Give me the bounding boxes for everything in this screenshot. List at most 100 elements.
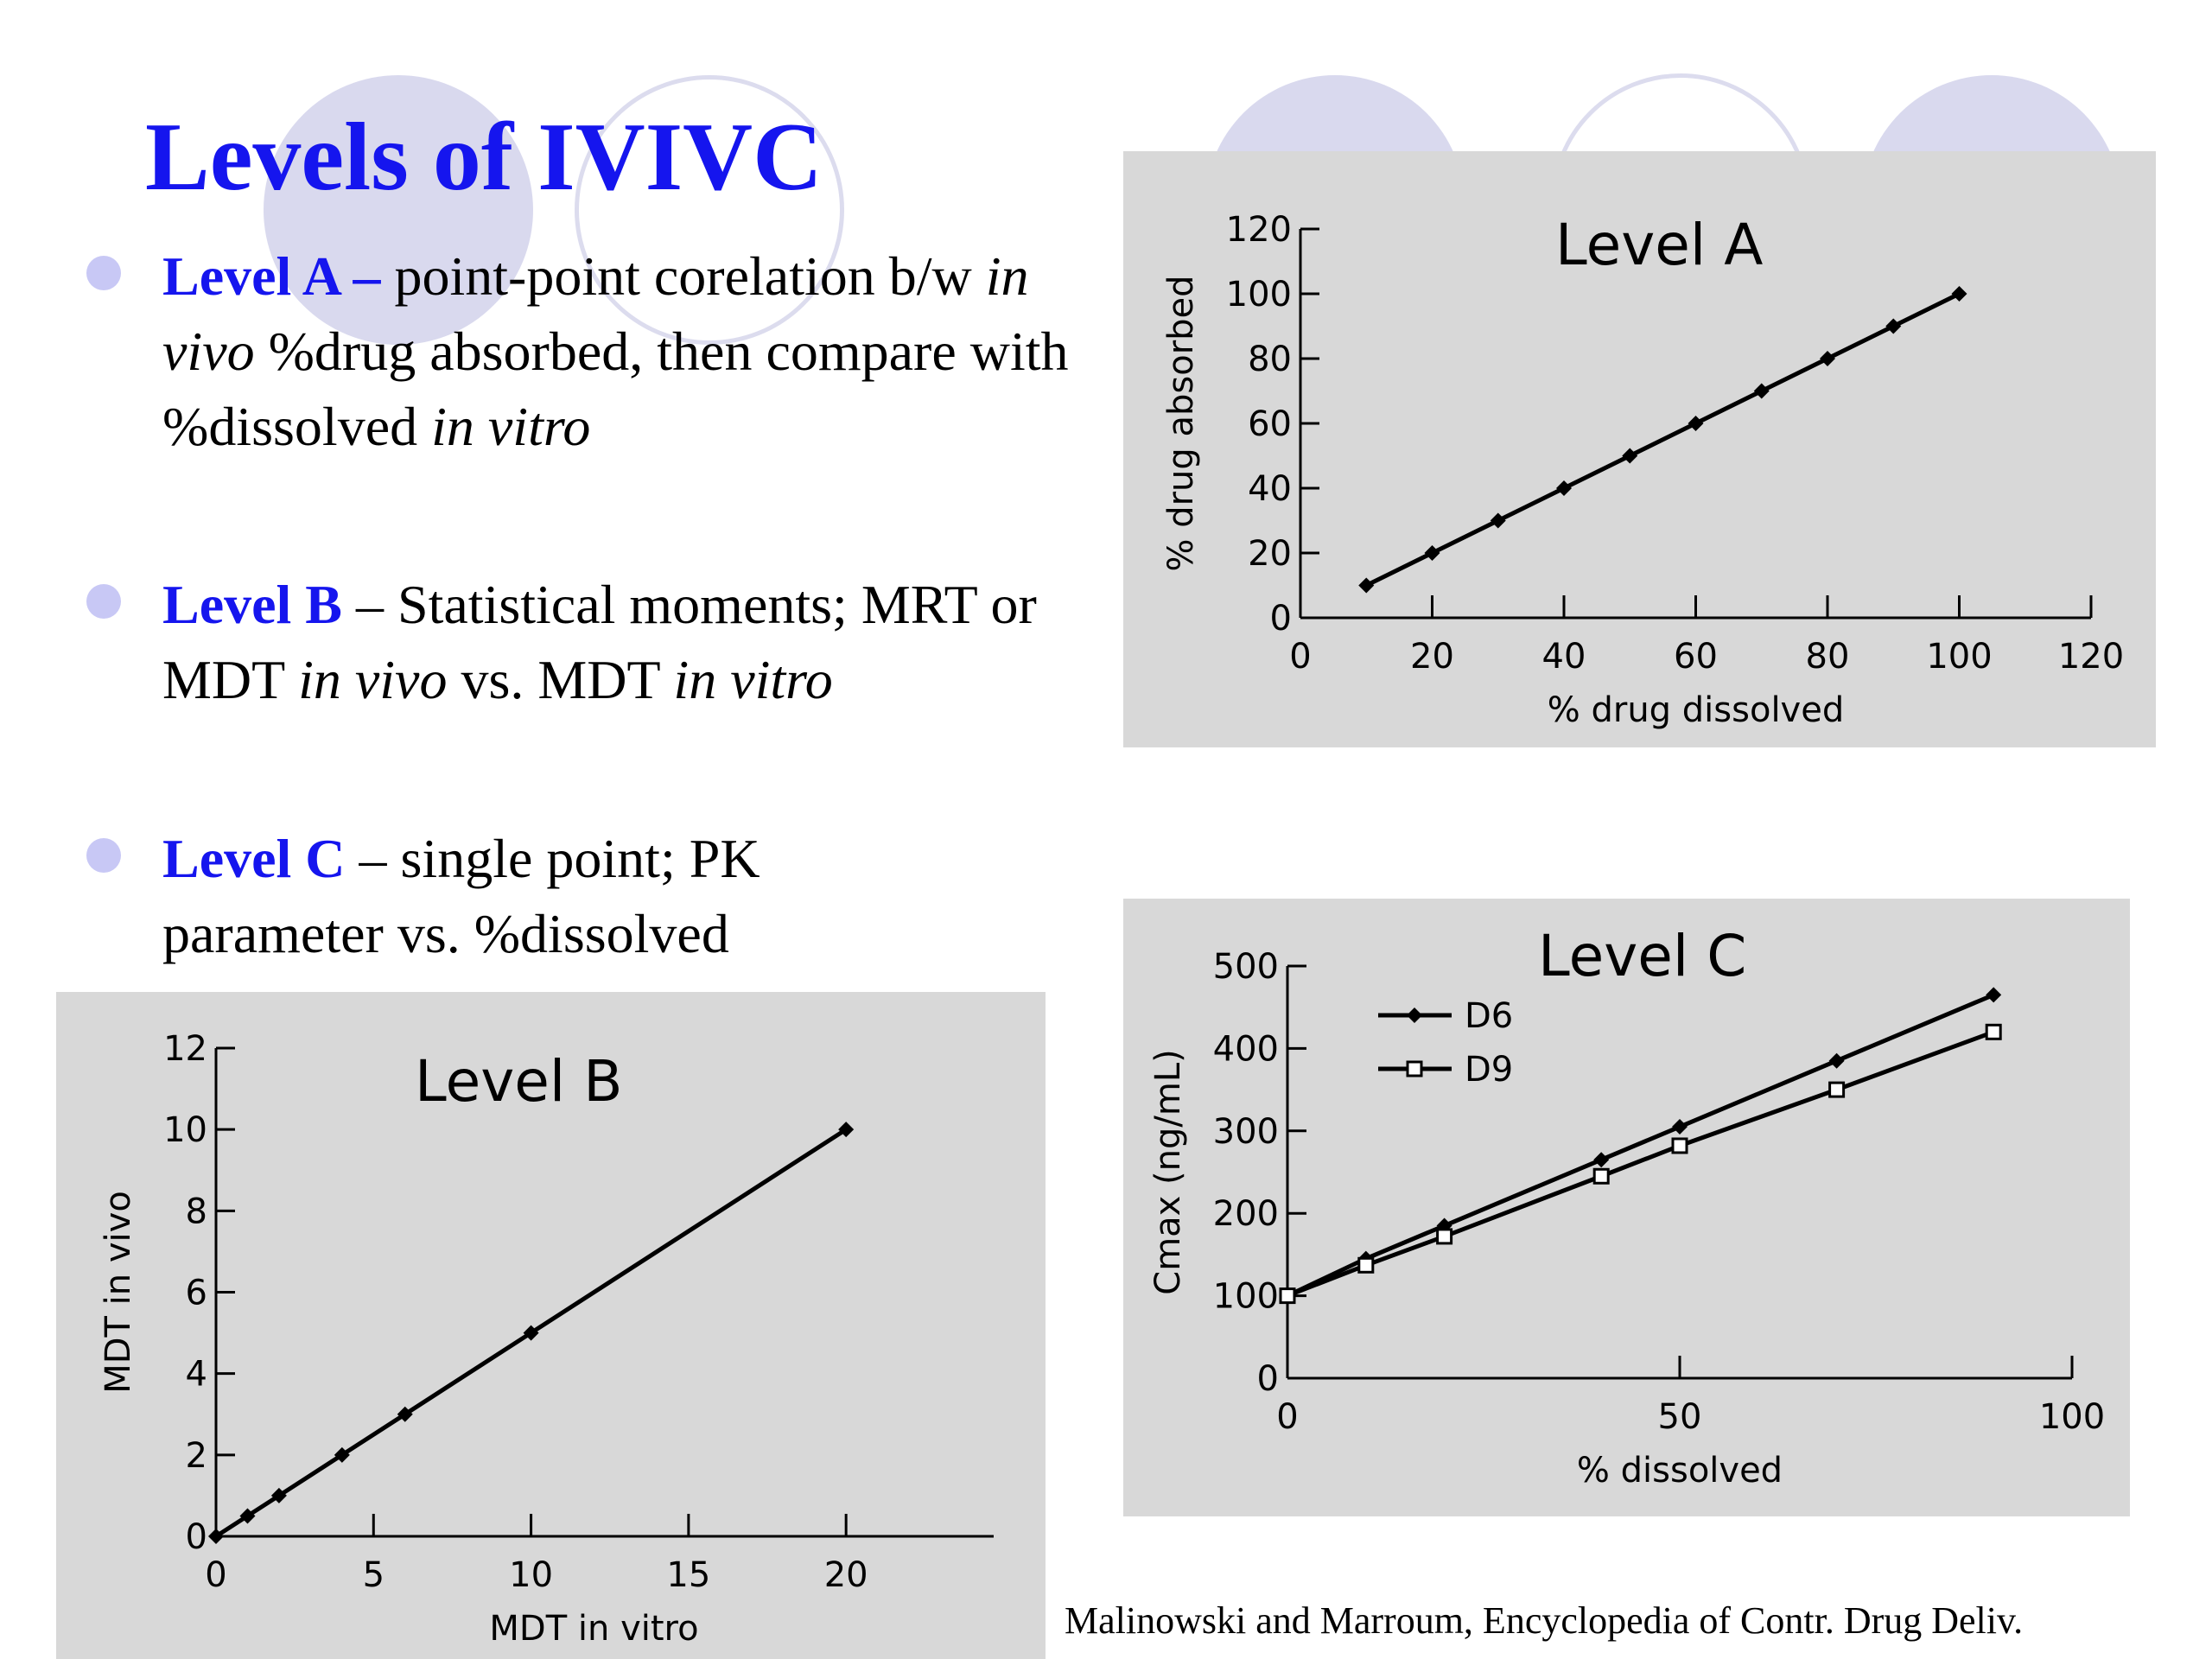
legend-label: D9	[1465, 1050, 1513, 1090]
slide-title: Levels of IVIVC	[145, 104, 823, 211]
y-tick-label: 500	[1213, 947, 1279, 987]
series-line	[1286, 993, 1995, 1298]
y-tick-label: 4	[186, 1355, 207, 1395]
data-point	[1671, 1137, 1688, 1154]
data-point	[1622, 448, 1638, 464]
y-tick-label: 300	[1213, 1112, 1279, 1152]
chart-panel-level-b: 0 2 4 6 8 10 12 0 5 10 15 20 MDT in vitro MDT in vivo…	[56, 992, 1046, 1659]
x-tick-label: 0	[1276, 1397, 1298, 1437]
data-point	[523, 1325, 539, 1341]
chart-title-level-b: Level B	[415, 1048, 623, 1115]
data-point	[1820, 351, 1835, 366]
data-point	[1490, 512, 1506, 529]
x-tick-label: 40	[1542, 637, 1586, 677]
data-point	[1279, 1287, 1296, 1305]
x-axis-label: % dissolved	[1577, 1451, 1783, 1491]
chart-panel-level-c: 0 100 200 300 400 500 0 50 100 % dissolved Cmax (n…	[1123, 899, 2130, 1516]
y-tick-label: 0	[1257, 1359, 1279, 1399]
y-tick-label: 12	[163, 1029, 207, 1069]
decor-ring-1	[575, 75, 844, 345]
x-tick-label: 60	[1674, 637, 1718, 677]
bullet-label-a: Level A –	[162, 245, 381, 307]
chart-level-b: 0 2 4 6 8 10 12 0 5 10 15 20 MDT in vitro MDT in vivo	[99, 1029, 994, 1649]
y-tick-label: 80	[1248, 340, 1292, 379]
data-point	[1556, 480, 1572, 496]
chart-title-level-c: Level C	[1538, 923, 1747, 989]
x-tick-label: 50	[1658, 1397, 1702, 1437]
data-point	[1828, 1052, 1845, 1069]
x-tick-label: 100	[2039, 1397, 2105, 1437]
y-tick-label: 10	[163, 1110, 207, 1150]
bullet-level-b: Level B – Statistical moments; MRT or MD…	[162, 567, 1096, 717]
bullet-label-c: Level C	[162, 828, 346, 889]
series-line	[1365, 291, 1961, 588]
x-tick-label: 15	[666, 1555, 710, 1595]
x-tick-label: 20	[824, 1555, 868, 1595]
bullet-level-c: Level C – single point; PK parameter vs.…	[162, 821, 923, 971]
y-tick-label: 120	[1226, 210, 1292, 250]
data-point	[1753, 383, 1770, 399]
bullet-level-a: Level A – point-point corelation b/w in …	[162, 238, 1096, 464]
data-point	[1424, 545, 1440, 561]
bullet-dot-a	[86, 256, 121, 290]
data-point	[1592, 1167, 1610, 1185]
chart-level-c: 0 100 200 300 400 500 0 50 100 % dissolved Cmax (n…	[1148, 947, 2105, 1491]
data-point	[1885, 318, 1902, 334]
data-point	[1593, 1152, 1610, 1168]
x-tick-label: 80	[1806, 637, 1850, 677]
data-point	[1828, 1081, 1846, 1098]
data-point	[1357, 1256, 1375, 1274]
data-point	[334, 1446, 350, 1463]
legend-marker	[1407, 1007, 1422, 1023]
data-point	[1436, 1228, 1453, 1245]
legend-label: D6	[1465, 996, 1513, 1036]
y-tick-label: 8	[186, 1192, 207, 1231]
y-tick-label: 2	[186, 1436, 207, 1476]
x-tick-label: 20	[1410, 637, 1454, 677]
data-point	[1986, 987, 2002, 1003]
data-point	[270, 1487, 287, 1503]
y-axis-label: MDT in vivo	[99, 1191, 138, 1394]
y-tick-label: 100	[1226, 275, 1292, 315]
data-point	[838, 1122, 855, 1138]
chart-panel-level-a: 0 20 40 60 80 100 120 0 20 40 60 80 100 120 % drug dis…	[1123, 151, 2156, 747]
data-point	[1951, 286, 1967, 302]
data-point	[1358, 577, 1375, 594]
series-line	[1287, 1029, 1995, 1298]
y-tick-label: 40	[1248, 469, 1292, 509]
data-point	[1688, 416, 1704, 431]
data-point	[208, 1529, 224, 1544]
bullet-text-a: point-point corelation b/w in vivo %drug…	[162, 245, 1069, 457]
x-tick-label: 100	[1926, 637, 1992, 677]
data-point	[397, 1406, 413, 1422]
x-tick-label: 0	[1289, 637, 1311, 677]
bullet-dot-b	[86, 584, 121, 619]
y-tick-label: 60	[1248, 404, 1292, 444]
bullet-label-b: Level B	[162, 574, 342, 635]
chart-title-level-a: Level A	[1555, 212, 1764, 278]
y-tick-label: 200	[1213, 1194, 1279, 1234]
y-tick-label: 100	[1213, 1277, 1279, 1317]
y-axis-label: % drug absorbed	[1161, 275, 1201, 571]
data-point	[1985, 1023, 2002, 1040]
y-tick-label: 20	[1248, 534, 1292, 574]
x-axis-label: MDT in vitro	[489, 1609, 698, 1649]
x-tick-label: 0	[205, 1555, 226, 1595]
y-tick-label: 0	[1270, 599, 1292, 639]
citation: Malinowski and Marroum, Encyclopedia of …	[1065, 1599, 2024, 1642]
x-tick-label: 120	[2058, 637, 2124, 677]
y-axis-label: Cmax (ng/mL)	[1148, 1049, 1188, 1294]
bullet-text-c: – single point; PK parameter vs. %dissol…	[162, 828, 760, 964]
x-tick-label: 5	[363, 1555, 385, 1595]
data-point	[239, 1508, 256, 1524]
x-axis-label: % drug dissolved	[1548, 690, 1844, 730]
x-tick-label: 10	[509, 1555, 553, 1595]
y-tick-label: 0	[186, 1517, 207, 1557]
data-point	[1672, 1119, 1688, 1135]
legend-marker	[1406, 1060, 1423, 1077]
chart-level-a: 0 20 40 60 80 100 120 0 20 40 60 80 100 120 % drug dis…	[1161, 210, 2124, 730]
bullet-text-b: – Statistical moments; MRT or MDT in viv…	[162, 574, 1037, 710]
decor-circle-1	[264, 75, 533, 345]
bullet-dot-c	[86, 838, 121, 873]
y-tick-label: 6	[186, 1274, 207, 1313]
